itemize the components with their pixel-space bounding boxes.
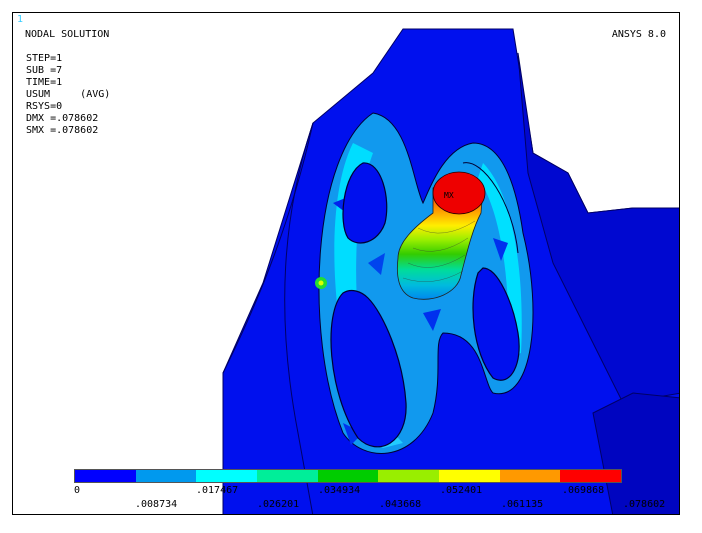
plate-hole-lower <box>330 289 407 448</box>
graphics-window: MX 1 NODAL SOLUTION ANSYS 8.0 STEP=1 SUB… <box>12 12 680 515</box>
info-substep: SUB =7 <box>26 65 63 76</box>
solution-info: STEP=1 SUB =7 TIME=1 USUM (AVG) RSYS=0 D… <box>26 53 110 137</box>
legend-swatch <box>75 470 136 482</box>
legend-label-bottom: .061135 <box>501 499 544 510</box>
peg-band-lines <box>402 220 476 282</box>
legend-label-bottom: .026201 <box>257 499 300 510</box>
legend-label-top: 0 <box>74 485 81 496</box>
model-lower-face <box>592 392 679 514</box>
legend-label-bottom: .043668 <box>379 499 422 510</box>
contour-yellow-spot <box>318 280 324 286</box>
legend-label-top: .017467 <box>196 485 239 496</box>
info-time: TIME=1 <box>26 77 63 88</box>
info-dmx: DMX =.078602 <box>26 113 99 124</box>
plot-title: NODAL SOLUTION <box>25 29 110 40</box>
legend-label-top: .034934 <box>318 485 361 496</box>
model-right-face <box>517 52 679 404</box>
model-edge-line-2 <box>222 122 314 374</box>
legend-swatch <box>135 470 197 482</box>
legend-swatch <box>560 470 622 482</box>
info-result-item: USUM (AVG) <box>26 89 111 100</box>
info-smx: SMX =.078602 <box>26 125 99 136</box>
legend-swatch <box>378 470 440 482</box>
legend-label-top: .069868 <box>562 485 605 496</box>
legend-swatch <box>317 470 379 482</box>
info-rsys: RSYS=0 <box>26 101 63 112</box>
plate-hole-right <box>472 267 520 381</box>
window-number: 1 <box>17 14 24 25</box>
peg-top-cap <box>432 171 486 215</box>
legend-label-bottom: .008734 <box>135 499 178 510</box>
plate-hole-upper <box>342 162 388 244</box>
legend-swatch <box>196 470 258 482</box>
contour-legend: 0 .017467 .034934 .052401 .069868 .00873… <box>74 469 665 510</box>
contour-dark-patch-4 <box>343 423 363 445</box>
legend-swatch <box>257 470 318 482</box>
contour-dark-patch-2 <box>368 253 385 275</box>
plate-inner-edge <box>462 162 519 254</box>
max-marker: MX <box>444 191 454 200</box>
legend-label-top: .052401 <box>440 485 483 496</box>
legend-swatch <box>439 470 500 482</box>
contour-dark-patch-5 <box>493 238 508 261</box>
legend-label-bottom: .078602 <box>623 499 666 510</box>
program-version: ANSYS 8.0 <box>611 29 666 40</box>
legend-color-bar <box>74 469 622 483</box>
contour-dark-patch-3 <box>423 309 441 331</box>
legend-swatch <box>499 470 561 482</box>
info-step: STEP=1 <box>26 53 63 64</box>
nodal-solution-plot: MX <box>222 28 679 514</box>
model-edge-line <box>284 122 314 514</box>
